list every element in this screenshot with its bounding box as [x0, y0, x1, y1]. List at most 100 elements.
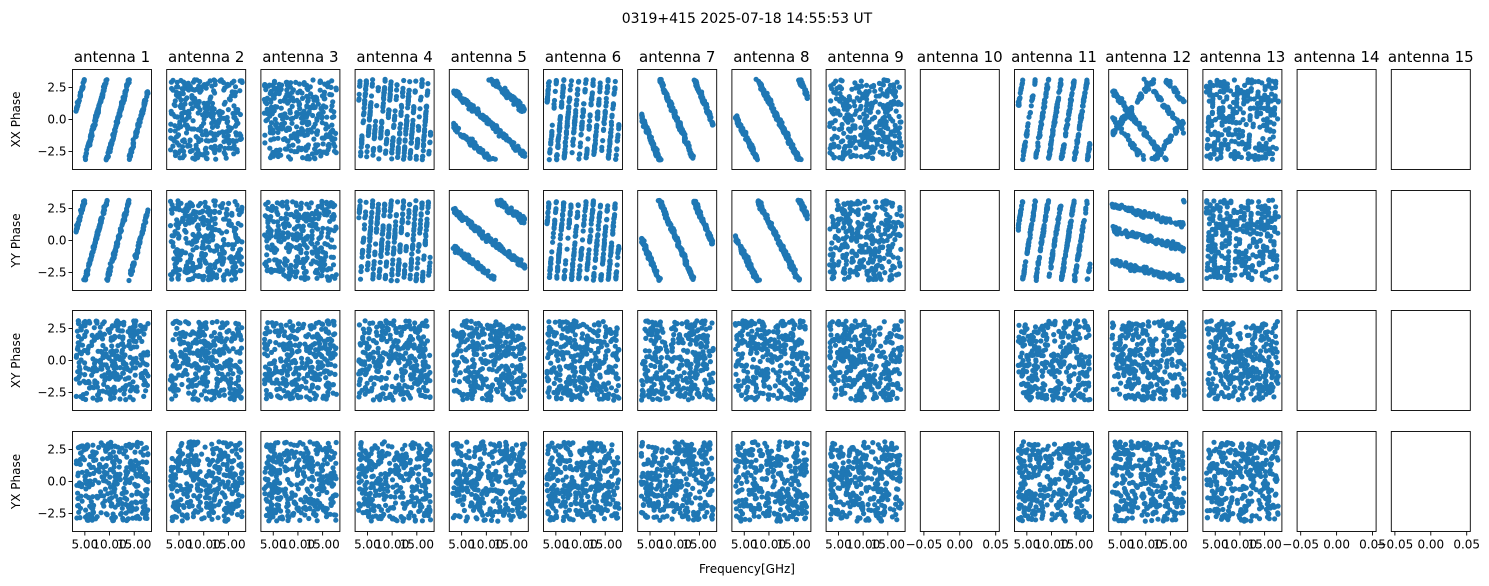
data-point	[177, 155, 183, 161]
data-point	[303, 218, 309, 224]
data-point	[315, 226, 321, 232]
data-point	[304, 201, 310, 207]
data-point	[225, 107, 231, 113]
data-point	[219, 244, 225, 251]
data-point	[168, 79, 174, 85]
data-point	[1210, 101, 1216, 107]
data-point	[608, 134, 614, 140]
data-point	[894, 79, 900, 85]
data-point	[692, 78, 698, 84]
data-point	[1072, 155, 1078, 161]
data-point	[847, 128, 854, 134]
data-point	[364, 149, 370, 155]
data-point	[1079, 103, 1086, 109]
data-point	[274, 209, 280, 215]
data-point	[231, 78, 237, 84]
data-point	[291, 131, 297, 137]
data-point	[261, 110, 267, 116]
data-point	[212, 90, 218, 96]
data-point	[303, 114, 309, 120]
data-point	[209, 120, 215, 126]
data-point	[375, 85, 382, 91]
data-point	[193, 134, 199, 140]
data-point	[170, 87, 176, 93]
data-point	[1230, 112, 1236, 118]
data-point	[1043, 94, 1049, 100]
data-point	[267, 107, 274, 113]
data-point	[277, 98, 283, 104]
subplot-xx-phase-antenna-12: antenna 12	[1105, 48, 1191, 170]
data-point	[274, 104, 280, 110]
data-point	[96, 102, 102, 108]
data-point	[836, 97, 842, 103]
data-point	[877, 149, 883, 155]
data-point	[187, 213, 193, 219]
data-point	[1206, 116, 1212, 122]
data-point	[695, 86, 701, 92]
scatter-points	[73, 197, 151, 284]
data-point	[420, 148, 426, 154]
data-point	[284, 114, 290, 121]
data-point	[278, 152, 284, 158]
data-point	[173, 268, 179, 274]
data-point	[866, 88, 872, 94]
data-point	[203, 85, 209, 91]
data-point	[325, 277, 331, 283]
data-point	[398, 112, 404, 118]
data-point	[571, 128, 577, 134]
data-point	[300, 227, 306, 234]
data-point	[1053, 108, 1060, 114]
data-point	[207, 96, 213, 102]
data-point	[423, 111, 429, 117]
data-point	[575, 86, 581, 92]
data-point	[174, 251, 180, 257]
data-point	[131, 260, 137, 266]
subplot-xx-phase-antenna-4: antenna 4	[354, 48, 435, 170]
data-point	[74, 225, 80, 231]
data-point	[86, 263, 92, 269]
data-point	[897, 150, 903, 156]
data-point	[139, 229, 145, 235]
data-point	[413, 156, 419, 162]
data-point	[217, 78, 223, 84]
data-point	[78, 210, 84, 216]
data-point	[798, 77, 804, 83]
data-point	[490, 79, 496, 85]
data-point	[126, 77, 132, 83]
data-point	[750, 146, 756, 152]
data-point	[276, 83, 282, 90]
data-point	[848, 135, 854, 141]
data-point	[221, 150, 227, 156]
data-point	[331, 148, 338, 154]
data-point	[592, 146, 598, 152]
data-point	[299, 95, 306, 101]
data-point	[427, 254, 433, 260]
data-point	[686, 143, 692, 149]
data-point	[210, 111, 217, 117]
data-point	[284, 91, 290, 97]
data-point	[615, 132, 621, 138]
data-point	[1119, 117, 1125, 123]
column-title-antenna-12: antenna 12	[1105, 48, 1191, 66]
data-point	[229, 210, 235, 216]
data-point	[314, 117, 320, 123]
data-point	[280, 230, 286, 236]
data-point	[1035, 143, 1041, 149]
data-point	[101, 88, 107, 94]
data-point	[863, 82, 870, 88]
data-point	[115, 236, 121, 242]
data-point	[278, 105, 284, 111]
data-point	[1259, 80, 1265, 86]
data-point	[1180, 130, 1186, 136]
data-point	[768, 98, 774, 105]
data-point	[268, 99, 274, 105]
data-point	[282, 146, 288, 152]
data-point	[1246, 134, 1252, 140]
data-point	[831, 126, 837, 132]
data-point	[232, 260, 238, 266]
data-point	[205, 265, 211, 272]
data-point	[331, 114, 337, 120]
data-point	[414, 144, 420, 150]
data-point	[1174, 125, 1180, 131]
subplot-xx-phase-antenna-9: antenna 9	[825, 48, 906, 170]
